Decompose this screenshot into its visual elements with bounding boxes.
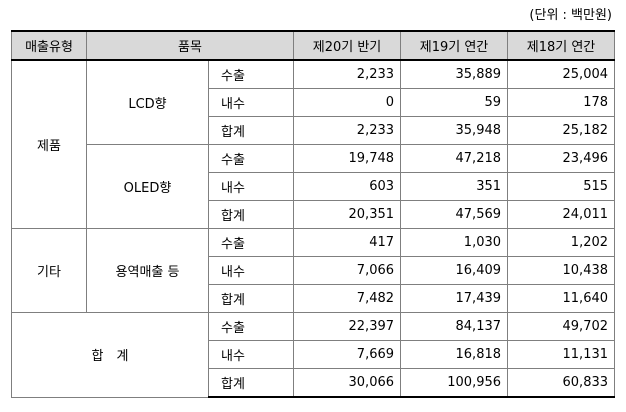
grand-total-label: 합 계 (11, 312, 209, 398)
value-cell: 16,818 (400, 340, 509, 369)
value-cell: 84,137 (400, 312, 509, 341)
row-label: 내수 (207, 88, 295, 117)
value-cell: 10,438 (507, 256, 616, 285)
table-row: 합계 2,233 35,948 25,182 (12, 116, 616, 145)
table-row: 기타 용역매출 등 수출 417 1,030 1,202 (11, 228, 616, 313)
value-cell: 25,182 (507, 116, 616, 145)
item-oled: OLED향 (86, 144, 209, 229)
table-row: 내수 603 351 515 (12, 172, 616, 201)
sales-type-product: 제품 (11, 59, 87, 229)
value-cell: 35,889 (400, 59, 509, 89)
value-cell: 35,948 (400, 116, 509, 145)
value-cell: 2,233 (293, 116, 402, 145)
value-cell: 22,397 (293, 312, 402, 341)
sales-type-other: 기타 (11, 228, 87, 313)
value-cell: 7,482 (293, 284, 402, 313)
header-row: 매출유형 품목 제20기 반기 제19기 연간 제18기 연간 (11, 30, 616, 61)
value-cell: 49,702 (507, 312, 616, 341)
value-cell: 59 (400, 88, 509, 117)
row-label: 내수 (207, 172, 295, 201)
value-cell: 16,409 (400, 256, 509, 285)
value-cell: 1,202 (507, 228, 616, 257)
value-cell: 60,833 (507, 368, 616, 398)
row-label: 수출 (207, 59, 295, 89)
value-cell: 2,233 (293, 59, 402, 89)
row-label: 수출 (207, 228, 295, 257)
value-cell: 11,131 (507, 340, 616, 369)
row-label: 내수 (207, 340, 295, 369)
table-row: 합계 30,066 100,956 60,833 (12, 368, 616, 398)
value-cell: 7,066 (293, 256, 402, 285)
row-label: 합계 (207, 284, 295, 313)
item-service: 용역매출 등 (86, 228, 209, 313)
row-label: 합계 (207, 200, 295, 229)
header-item: 품목 (85, 30, 295, 61)
table-row: 내수 7,066 16,409 10,438 (12, 256, 616, 285)
row-label: 합계 (207, 116, 295, 145)
value-cell: 100,956 (400, 368, 509, 398)
value-cell: 0 (293, 88, 402, 117)
value-cell: 19,748 (293, 144, 402, 173)
row-label: 내수 (207, 256, 295, 285)
value-cell: 515 (507, 172, 616, 201)
row-label: 합계 (207, 368, 295, 398)
value-cell: 25,004 (507, 59, 616, 89)
value-cell: 47,569 (400, 200, 509, 229)
value-cell: 30,066 (293, 368, 402, 398)
value-cell: 47,218 (400, 144, 509, 173)
value-cell: 417 (293, 228, 402, 257)
row-label: 수출 (207, 144, 295, 173)
table-row: 합 계 수출 22,397 84,137 49,702 (11, 312, 616, 398)
header-period-20: 제20기 반기 (293, 30, 402, 61)
table-row: OLED향 수출 19,748 47,218 23,496 (12, 144, 616, 229)
value-cell: 20,351 (293, 200, 402, 229)
header-period-18: 제18기 연간 (507, 30, 616, 61)
header-period-19: 제19기 연간 (400, 30, 509, 61)
sales-table: 매출유형 품목 제20기 반기 제19기 연간 제18기 연간 제품 LCD향 … (11, 30, 616, 398)
value-cell: 11,640 (507, 284, 616, 313)
value-cell: 17,439 (400, 284, 509, 313)
row-label: 수출 (207, 312, 295, 341)
value-cell: 1,030 (400, 228, 509, 257)
table-row: 내수 7,669 16,818 11,131 (12, 340, 616, 369)
value-cell: 603 (293, 172, 402, 201)
unit-note: (단위 : 백만원) (529, 8, 612, 23)
value-cell: 178 (507, 88, 616, 117)
value-cell: 23,496 (507, 144, 616, 173)
header-sales-type: 매출유형 (11, 30, 87, 61)
value-cell: 351 (400, 172, 509, 201)
item-lcd: LCD향 (86, 59, 209, 145)
table-row: 제품 LCD향 수출 2,233 35,889 25,004 (11, 59, 616, 229)
value-cell: 7,669 (293, 340, 402, 369)
value-cell: 24,011 (507, 200, 616, 229)
